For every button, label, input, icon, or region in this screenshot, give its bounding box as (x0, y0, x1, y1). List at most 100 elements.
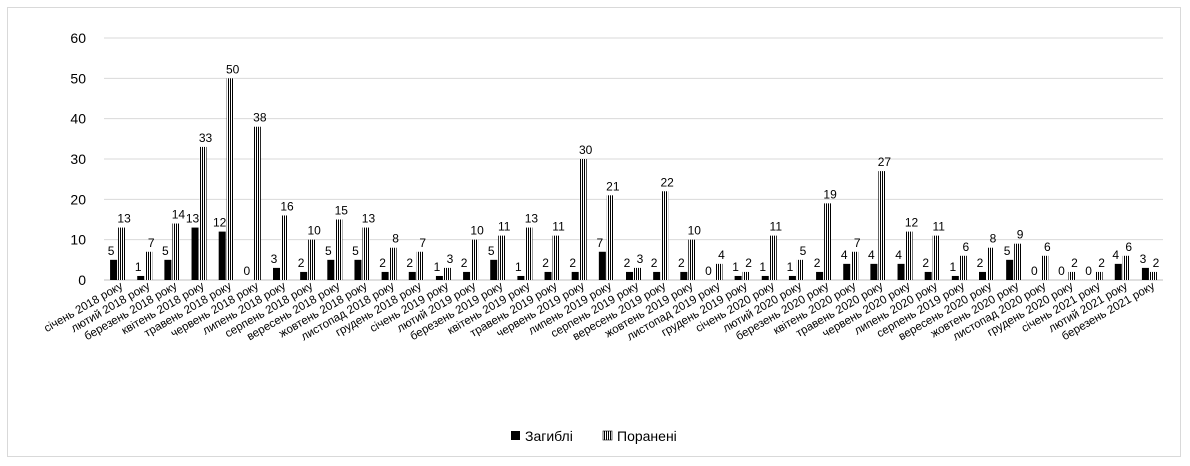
bar-dead (735, 276, 742, 280)
bar-dead (273, 268, 280, 280)
data-label-wounded: 2 (1071, 256, 1078, 270)
data-label-dead: 4 (841, 248, 848, 262)
bar-wounded (417, 252, 424, 280)
bars (110, 78, 1157, 280)
bar-wounded (960, 256, 967, 280)
bar-dead (925, 272, 932, 280)
bar-wounded (743, 272, 750, 280)
data-label-dead: 1 (515, 260, 522, 274)
data-label-dead: 12 (213, 216, 227, 230)
data-label-wounded: 10 (470, 224, 484, 238)
bar-dead (870, 264, 877, 280)
data-label-wounded: 7 (854, 236, 861, 250)
bar-wounded (1068, 272, 1075, 280)
bar-dead (1006, 260, 1013, 280)
chart-frame: 0 10 20 30 40 50 60 5 13 1 7 5 14 13 33 12 50 0 38 3 16 2 10 5… (7, 7, 1181, 457)
data-label-dead: 2 (624, 256, 631, 270)
bar-wounded (580, 159, 587, 280)
y-tick-label: 0 (78, 272, 86, 288)
bar-dead (979, 272, 986, 280)
data-label-dead: 13 (186, 212, 200, 226)
data-label-wounded: 13 (362, 212, 376, 226)
legend-swatch-dead (511, 431, 520, 440)
bar-dead (843, 264, 850, 280)
data-label-wounded: 6 (963, 240, 970, 254)
data-labels: 51317514 13331250038316210515513282713 210… (108, 62, 1160, 278)
data-label-dead: 4 (895, 248, 902, 262)
bar-dead (490, 260, 497, 280)
data-label-dead: 2 (379, 256, 386, 270)
bar-dead (816, 272, 823, 280)
data-label-wounded: 15 (335, 204, 349, 218)
data-label-wounded: 8 (990, 232, 997, 246)
bar-dead (762, 276, 769, 280)
bar-wounded (1123, 256, 1130, 280)
bar-dead (137, 276, 144, 280)
data-label-wounded: 8 (392, 232, 399, 246)
bar-dead (1115, 264, 1122, 280)
data-label-wounded: 6 (1125, 240, 1132, 254)
data-label-wounded: 16 (280, 199, 294, 213)
bar-wounded (634, 268, 641, 280)
data-label-dead: 4 (868, 248, 875, 262)
bar-dead (653, 272, 660, 280)
legend-label-wounded: Поранені (617, 428, 677, 444)
bar-dead (409, 272, 416, 280)
bar-dead (436, 276, 443, 280)
bar-wounded (607, 195, 614, 280)
data-label-dead: 3 (1140, 252, 1147, 266)
bar-wounded (145, 252, 152, 280)
data-label-dead: 1 (732, 260, 739, 274)
data-label-dead: 1 (434, 260, 441, 274)
data-label-dead: 0 (1058, 264, 1065, 278)
data-label-wounded: 11 (770, 220, 783, 234)
bar-dead (219, 232, 226, 280)
data-label-wounded: 11 (552, 220, 565, 234)
data-label-dead: 2 (922, 256, 929, 270)
bar-wounded (824, 203, 831, 280)
bar-dead (354, 260, 361, 280)
data-label-wounded: 11 (498, 220, 511, 234)
data-label-wounded: 12 (905, 216, 919, 230)
data-label-dead: 5 (108, 244, 115, 258)
data-label-wounded: 22 (660, 175, 674, 189)
bar-wounded (797, 260, 804, 280)
data-label-dead: 1 (950, 260, 957, 274)
bar-wounded (118, 228, 125, 280)
bar-wounded (1014, 244, 1021, 280)
bar-dead (789, 276, 796, 280)
data-label-dead: 0 (1085, 264, 1092, 278)
data-label-dead: 1 (787, 260, 794, 274)
bar-dead (952, 276, 959, 280)
data-label-dead: 0 (244, 264, 251, 278)
data-label-wounded: 3 (447, 252, 454, 266)
bar-wounded (498, 236, 505, 280)
data-label-dead: 5 (325, 244, 332, 258)
bar-dead (898, 264, 905, 280)
data-label-dead: 2 (461, 256, 468, 270)
bar-wounded (553, 236, 560, 280)
data-label-wounded: 11 (932, 220, 945, 234)
data-label-wounded: 10 (688, 224, 702, 238)
y-tick-label: 10 (70, 232, 86, 248)
data-label-wounded: 21 (606, 179, 620, 193)
bar-wounded (987, 248, 994, 280)
data-label-wounded: 6 (1044, 240, 1051, 254)
bar-wounded (933, 236, 940, 280)
bar-dead (463, 272, 470, 280)
bar-dead (192, 228, 199, 280)
bar-wounded (308, 240, 315, 280)
bar-wounded (227, 78, 234, 280)
data-label-dead: 0 (705, 264, 712, 278)
bar-wounded (444, 268, 451, 280)
bar-wounded (471, 240, 478, 280)
bar-wounded (254, 127, 261, 280)
bar-wounded (390, 248, 397, 280)
y-tick-label: 20 (70, 191, 86, 207)
bar-dead (626, 272, 633, 280)
data-label-dead: 2 (542, 256, 549, 270)
bar-dead (545, 272, 552, 280)
data-label-wounded: 2 (1098, 256, 1105, 270)
data-label-wounded: 2 (1153, 256, 1160, 270)
